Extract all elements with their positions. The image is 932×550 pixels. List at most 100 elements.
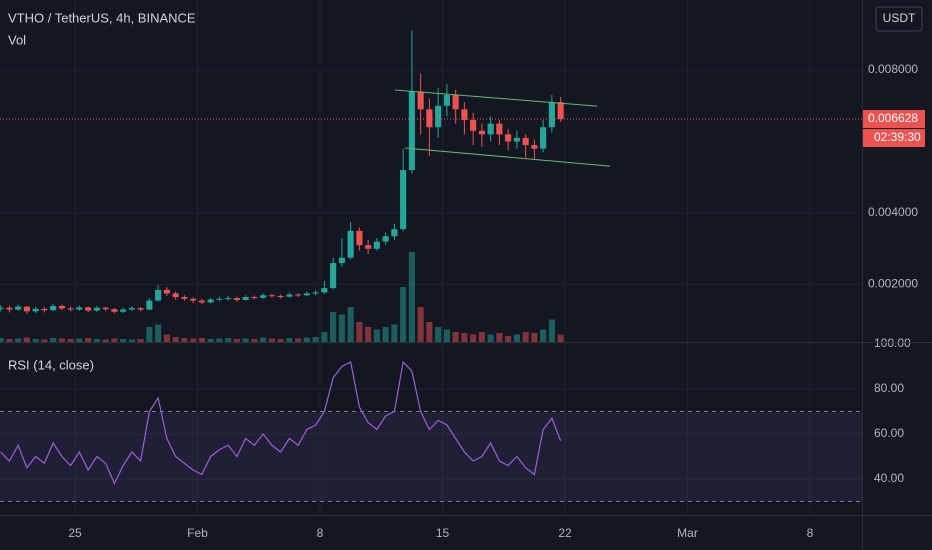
rsi-tick-label: 80.00	[874, 381, 904, 395]
candle-body	[277, 295, 284, 297]
rsi-line	[0, 360, 562, 485]
volume-bar	[417, 307, 424, 342]
candle-body	[15, 306, 22, 310]
x-tick-label: 8	[807, 526, 814, 540]
candle-body	[67, 308, 74, 310]
candle-body	[50, 305, 57, 311]
last-price-label: 0.006628	[868, 111, 918, 125]
candle-body	[356, 230, 363, 246]
candle-body	[85, 307, 92, 311]
candle-body	[417, 91, 424, 110]
candle-body	[330, 263, 337, 289]
volume-bar	[85, 338, 92, 342]
candle-body	[522, 137, 529, 146]
volume-bar	[251, 339, 258, 342]
currency-button[interactable]	[875, 6, 923, 32]
trendline	[395, 89, 598, 107]
candle-body	[111, 309, 118, 312]
volume-bar	[137, 339, 144, 342]
volume-bar	[50, 338, 57, 342]
candle-body	[408, 91, 415, 171]
volume-label: Vol	[8, 32, 26, 47]
candle-body	[225, 298, 232, 300]
volume-bar	[321, 332, 328, 342]
candle-body	[120, 309, 127, 312]
volume-bar	[207, 339, 214, 342]
volume-bar	[225, 338, 232, 342]
volume-bar	[102, 339, 109, 342]
candle-body	[487, 123, 494, 135]
candle-body	[513, 137, 520, 142]
volume-bar	[513, 334, 520, 342]
candle-body	[32, 308, 39, 312]
volume-bar	[172, 337, 179, 342]
candle-body	[251, 297, 258, 299]
countdown-tag	[863, 129, 925, 148]
candle-body	[172, 293, 179, 298]
x-tick-label: Feb	[187, 526, 208, 540]
candle-body	[242, 297, 249, 300]
volume-bar	[391, 324, 398, 342]
volume-bar	[426, 322, 433, 342]
candle-body	[312, 292, 319, 294]
candle-body	[260, 295, 267, 298]
candle-body	[233, 298, 240, 300]
currency-label[interactable]: USDT	[883, 11, 916, 25]
last-price-tag	[863, 110, 925, 129]
rsi-tick-label: 100.00	[874, 336, 911, 350]
candle-body	[382, 236, 389, 242]
x-tick-label: 8	[317, 526, 324, 540]
volume-bar	[382, 327, 389, 342]
candle-body	[391, 229, 398, 237]
volume-bar	[557, 334, 564, 342]
candle-body	[216, 298, 223, 300]
candle-body	[207, 299, 214, 303]
candle-body	[400, 170, 407, 230]
volume-bar	[338, 314, 345, 342]
volume-bar	[190, 338, 197, 342]
candle-body	[93, 307, 100, 311]
candle-body	[426, 109, 433, 128]
candle-body	[461, 109, 468, 121]
volume-bar	[522, 332, 529, 342]
volume-bar	[461, 333, 468, 342]
volume-bar	[23, 337, 30, 342]
volume-bar	[268, 338, 275, 342]
candle-body	[373, 241, 380, 249]
x-tick-label: 15	[436, 526, 450, 540]
volume-bar	[242, 338, 249, 342]
rsi-tick-label: 40.00	[874, 471, 904, 485]
volume-bar	[181, 338, 188, 342]
volume-bar	[356, 322, 363, 342]
candle-body	[155, 289, 162, 301]
candle-body	[531, 145, 538, 149]
y-tick-label: 0.002000	[868, 277, 918, 291]
plot	[0, 30, 862, 485]
candle-body	[163, 289, 170, 294]
volume-bar	[233, 339, 240, 342]
volume-bar	[111, 338, 118, 342]
candle-body	[338, 257, 345, 264]
candle-body	[470, 120, 477, 131]
candle-body	[443, 95, 450, 106]
volume-bar	[155, 324, 162, 342]
volume-bar	[93, 339, 100, 342]
volume-bar	[548, 319, 555, 342]
volume-bar	[365, 327, 372, 342]
candle-body	[321, 288, 328, 293]
rsi-tick-label: 60.00	[874, 426, 904, 440]
candle-body	[190, 298, 197, 301]
candle-body	[6, 307, 13, 310]
candle-body	[181, 297, 188, 299]
candle-body	[540, 127, 547, 149]
candle-body	[557, 102, 564, 120]
candle-body	[496, 123, 503, 135]
candle-body	[137, 308, 144, 310]
volume-bar	[120, 339, 127, 342]
candle-body	[41, 308, 48, 311]
candle-body	[347, 230, 354, 258]
candle-body	[365, 245, 372, 249]
candle-body	[505, 134, 512, 142]
